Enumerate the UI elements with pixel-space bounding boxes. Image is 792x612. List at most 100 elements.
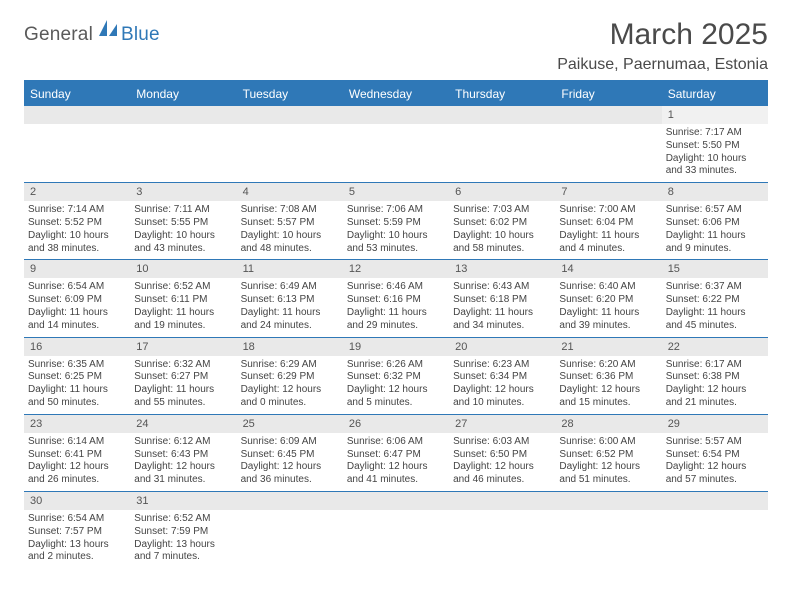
day-details: Sunrise: 6:23 AMSunset: 6:34 PMDaylight:…	[453, 356, 551, 410]
sunset-text: Sunset: 6:25 PM	[28, 371, 126, 384]
sunset-text: Sunset: 7:59 PM	[134, 526, 232, 539]
sunset-text: Sunset: 6:16 PM	[347, 294, 445, 307]
day-details: Sunrise: 6:49 AMSunset: 6:13 PMDaylight:…	[241, 278, 339, 332]
day2-text: and 38 minutes.	[28, 243, 126, 256]
day-cell: Sunrise: 6:40 AMSunset: 6:20 PMDaylight:…	[555, 278, 661, 337]
sunrise-text: Sunrise: 7:08 AM	[241, 204, 339, 217]
day-number: 31	[130, 491, 236, 510]
day1-text: Daylight: 10 hours	[28, 230, 126, 243]
day-details: Sunrise: 5:57 AMSunset: 6:54 PMDaylight:…	[666, 433, 764, 487]
day-cell: Sunrise: 7:14 AMSunset: 5:52 PMDaylight:…	[24, 201, 130, 260]
title-block: March 2025 Paikuse, Paernumaa, Estonia	[557, 18, 768, 74]
day-cell	[555, 124, 661, 183]
day-number	[130, 106, 236, 124]
day-number: 27	[449, 414, 555, 433]
sunset-text: Sunset: 6:34 PM	[453, 371, 551, 384]
day-number: 14	[555, 260, 661, 279]
day1-text: Daylight: 12 hours	[453, 461, 551, 474]
daynum-row: 16171819202122	[24, 337, 768, 356]
day-cell: Sunrise: 6:06 AMSunset: 6:47 PMDaylight:…	[343, 433, 449, 492]
day2-text: and 33 minutes.	[666, 165, 764, 178]
sunset-text: Sunset: 5:52 PM	[28, 217, 126, 230]
day2-text: and 21 minutes.	[666, 397, 764, 410]
day-number	[449, 491, 555, 510]
daynum-row: 3031	[24, 491, 768, 510]
daynum-row: 2345678	[24, 183, 768, 202]
col-saturday: Saturday	[662, 82, 768, 106]
sunrise-text: Sunrise: 6:17 AM	[666, 359, 764, 372]
sunrise-text: Sunrise: 6:26 AM	[347, 359, 445, 372]
day-number: 8	[662, 183, 768, 202]
sunset-text: Sunset: 5:57 PM	[241, 217, 339, 230]
day-details: Sunrise: 6:14 AMSunset: 6:41 PMDaylight:…	[28, 433, 126, 487]
day-number	[343, 106, 449, 124]
day-cell: Sunrise: 6:52 AMSunset: 7:59 PMDaylight:…	[130, 510, 236, 568]
day2-text: and 34 minutes.	[453, 320, 551, 333]
day1-text: Daylight: 11 hours	[666, 230, 764, 243]
day-details	[453, 124, 551, 172]
day-number	[555, 106, 661, 124]
day-details: Sunrise: 6:03 AMSunset: 6:50 PMDaylight:…	[453, 433, 551, 487]
day1-text: Daylight: 12 hours	[347, 461, 445, 474]
sunrise-text: Sunrise: 6:46 AM	[347, 281, 445, 294]
day2-text: and 45 minutes.	[666, 320, 764, 333]
day-number: 26	[343, 414, 449, 433]
sunrise-text: Sunrise: 6:03 AM	[453, 436, 551, 449]
sunset-text: Sunset: 6:20 PM	[559, 294, 657, 307]
day-number	[237, 491, 343, 510]
day-details: Sunrise: 7:17 AMSunset: 5:50 PMDaylight:…	[666, 124, 764, 178]
sunrise-text: Sunrise: 6:35 AM	[28, 359, 126, 372]
day-number: 11	[237, 260, 343, 279]
day2-text: and 0 minutes.	[241, 397, 339, 410]
sunrise-text: Sunrise: 6:54 AM	[28, 513, 126, 526]
day1-text: Daylight: 12 hours	[666, 461, 764, 474]
daynum-row: 1	[24, 106, 768, 124]
day-cell: Sunrise: 7:08 AMSunset: 5:57 PMDaylight:…	[237, 201, 343, 260]
day-number	[662, 491, 768, 510]
day2-text: and 19 minutes.	[134, 320, 232, 333]
logo-text-a: General	[24, 24, 93, 46]
month-title: March 2025	[557, 18, 768, 52]
day-details: Sunrise: 7:14 AMSunset: 5:52 PMDaylight:…	[28, 201, 126, 255]
day-cell	[237, 510, 343, 568]
day-number: 18	[237, 337, 343, 356]
location-label: Paikuse, Paernumaa, Estonia	[557, 56, 768, 74]
day1-text: Daylight: 12 hours	[453, 384, 551, 397]
day-details: Sunrise: 6:52 AMSunset: 6:11 PMDaylight:…	[134, 278, 232, 332]
day1-text: Daylight: 11 hours	[28, 307, 126, 320]
day2-text: and 29 minutes.	[347, 320, 445, 333]
day-number: 4	[237, 183, 343, 202]
day2-text: and 41 minutes.	[347, 474, 445, 487]
day-cell: Sunrise: 6:35 AMSunset: 6:25 PMDaylight:…	[24, 356, 130, 415]
day-details	[453, 510, 551, 558]
day1-text: Daylight: 13 hours	[28, 539, 126, 552]
sunrise-text: Sunrise: 6:52 AM	[134, 513, 232, 526]
day-number: 17	[130, 337, 236, 356]
col-thursday: Thursday	[449, 82, 555, 106]
day-number: 6	[449, 183, 555, 202]
day-cell: Sunrise: 6:43 AMSunset: 6:18 PMDaylight:…	[449, 278, 555, 337]
sunrise-text: Sunrise: 7:11 AM	[134, 204, 232, 217]
day1-text: Daylight: 10 hours	[134, 230, 232, 243]
calendar-page: General Blue March 2025 Paikuse, Paernum…	[0, 0, 792, 568]
day1-text: Daylight: 11 hours	[134, 384, 232, 397]
sunset-text: Sunset: 6:36 PM	[559, 371, 657, 384]
day1-text: Daylight: 10 hours	[347, 230, 445, 243]
day-cell	[343, 510, 449, 568]
day-cell: Sunrise: 7:11 AMSunset: 5:55 PMDaylight:…	[130, 201, 236, 260]
day-cell	[130, 124, 236, 183]
sunset-text: Sunset: 6:02 PM	[453, 217, 551, 230]
sunrise-text: Sunrise: 7:14 AM	[28, 204, 126, 217]
sunrise-text: Sunrise: 6:43 AM	[453, 281, 551, 294]
sunrise-text: Sunrise: 6:29 AM	[241, 359, 339, 372]
day-details	[666, 510, 764, 558]
day-details	[347, 124, 445, 172]
day-details: Sunrise: 7:08 AMSunset: 5:57 PMDaylight:…	[241, 201, 339, 255]
day-cell: Sunrise: 6:32 AMSunset: 6:27 PMDaylight:…	[130, 356, 236, 415]
day-details: Sunrise: 6:46 AMSunset: 6:16 PMDaylight:…	[347, 278, 445, 332]
day2-text: and 57 minutes.	[666, 474, 764, 487]
day1-text: Daylight: 12 hours	[559, 461, 657, 474]
day-cell: Sunrise: 6:29 AMSunset: 6:29 PMDaylight:…	[237, 356, 343, 415]
sunrise-text: Sunrise: 6:20 AM	[559, 359, 657, 372]
day-cell: Sunrise: 7:03 AMSunset: 6:02 PMDaylight:…	[449, 201, 555, 260]
